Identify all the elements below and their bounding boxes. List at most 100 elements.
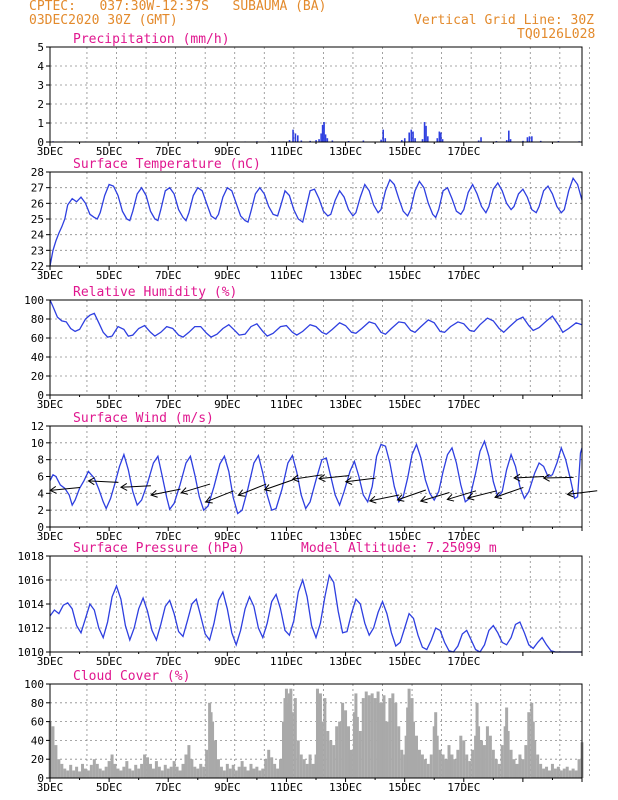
cloud-bar: [240, 761, 244, 778]
cloud-bar: [148, 763, 152, 778]
cloud-bar: [349, 749, 353, 778]
panel-1-xtick-label: 5DEC: [96, 145, 123, 158]
panel-2-xtick-label: 9DEC: [214, 269, 241, 282]
cloud-bar: [355, 716, 359, 778]
wind-arrow: [514, 476, 545, 479]
panel-3-xtick-label: 13DEC: [329, 398, 362, 411]
cloud-bar: [394, 702, 398, 778]
cloud-bar: [332, 745, 336, 778]
panel-3-xtick-label: 17DEC: [447, 398, 480, 411]
precip-bar: [408, 132, 410, 142]
cloud-bar: [485, 726, 489, 778]
cloud-bar: [400, 749, 404, 778]
precip-bar: [300, 140, 303, 142]
panel-5-ytick-label: 1018: [18, 550, 45, 563]
precip-bar: [288, 140, 291, 142]
panel-1-ytick-label: 3: [37, 79, 44, 92]
panel-3-xtick-label: 5DEC: [96, 398, 123, 411]
panel-2-ytick-label: 28: [31, 166, 44, 179]
wind-arrow: [205, 490, 234, 503]
panel-4-ytick-label: 4: [37, 487, 44, 500]
cloud-bar: [562, 768, 566, 778]
wind-arrowhead: [263, 484, 272, 492]
cloud-bar: [509, 749, 513, 778]
cloud-bar: [196, 768, 200, 778]
panel-3-ytick-label: 20: [31, 370, 44, 383]
panel-5-xtick-label: 11DEC: [270, 655, 303, 668]
panel-3-frame: [49, 299, 583, 396]
cloud-bar: [267, 749, 271, 778]
cloud-bar: [166, 768, 170, 778]
cloud-bar: [128, 768, 132, 778]
cloud-bar: [376, 691, 380, 778]
precip-bar: [441, 139, 444, 142]
cloud-bar: [51, 726, 55, 778]
panel-4-xtick-label: 7DEC: [155, 530, 182, 543]
precip-bar: [296, 135, 299, 142]
cloud-bar: [175, 766, 179, 778]
cloud-bar: [296, 740, 300, 778]
panel-4-ytick-label: 0: [37, 521, 44, 534]
wind-arrowhead: [513, 473, 521, 482]
cloud-bar: [465, 754, 469, 778]
cloud-bar: [86, 770, 90, 778]
precip-bar: [509, 139, 512, 142]
cloud-bar: [414, 735, 418, 778]
precip-bar: [410, 129, 413, 142]
cloud-bar: [556, 766, 560, 778]
cloud-bar: [338, 721, 342, 778]
cloud-bar: [234, 770, 238, 778]
wind-arrowhead: [318, 474, 326, 482]
cloud-bar: [69, 764, 73, 778]
panel-5-xtick-label: 5DEC: [96, 655, 123, 668]
cloud-bar: [219, 766, 223, 778]
cloud-bar: [468, 761, 472, 778]
cloud-bar: [347, 726, 351, 778]
cloud-bar: [571, 768, 575, 778]
panel-2-ytick-label: 26: [31, 197, 44, 210]
grid-line-note: Vertical Grid Line: 30Z: [414, 13, 595, 28]
wind-arrowhead: [180, 487, 189, 495]
panel-1-xtick-label: 15DEC: [388, 145, 421, 158]
panel-3-xtick-label: 11DEC: [270, 398, 303, 411]
panel-4-xtick-label: 9DEC: [214, 530, 241, 543]
wind-arrowhead: [237, 489, 246, 497]
panel-2-xtick-label: 7DEC: [155, 269, 182, 282]
panel-6-xtick-label: 13DEC: [329, 781, 362, 794]
wind-arrowhead: [49, 485, 57, 494]
panel-6-ytick-label: 100: [24, 678, 44, 691]
wind-arrow: [264, 479, 293, 491]
panel-6-xtick-label: 5DEC: [96, 781, 123, 794]
cloud-bar: [477, 726, 481, 778]
wind-arrowhead: [419, 495, 428, 504]
cloud-bar: [264, 759, 268, 778]
cloud-bar: [169, 766, 173, 778]
wind-arrowhead: [87, 477, 95, 486]
precip-bar: [440, 132, 442, 142]
cloud-bar: [488, 735, 492, 778]
precip-bar: [425, 125, 427, 142]
model-id: TQ0126L028: [517, 27, 596, 42]
cloud-bar: [521, 759, 525, 778]
cloud-bar: [54, 745, 58, 778]
wind-arrow: [567, 490, 598, 495]
panel-1-ytick-label: 0: [37, 136, 44, 149]
cloud-bar: [500, 745, 504, 778]
cloud-bar: [178, 770, 182, 778]
panel-2-xtick-label: 13DEC: [329, 269, 362, 282]
panel-3-xtick-label: 9DEC: [214, 398, 241, 411]
panel-3-ytick-label: 80: [31, 313, 44, 326]
cloud-bar: [211, 721, 215, 778]
wind-arrow: [369, 494, 400, 502]
cloud-bar: [494, 759, 498, 778]
wind-arrow: [397, 489, 426, 501]
precip-bar: [531, 136, 533, 142]
cloud-bar: [420, 754, 424, 778]
cloud-bar: [574, 770, 578, 778]
cloud-bar: [290, 712, 294, 778]
cloud-bar: [547, 770, 551, 778]
cloud-bar: [326, 731, 330, 778]
cloud-bar: [279, 759, 283, 778]
panel-6-ytick-label: 80: [31, 697, 44, 710]
panel-3-ytick-label: 100: [24, 294, 44, 307]
